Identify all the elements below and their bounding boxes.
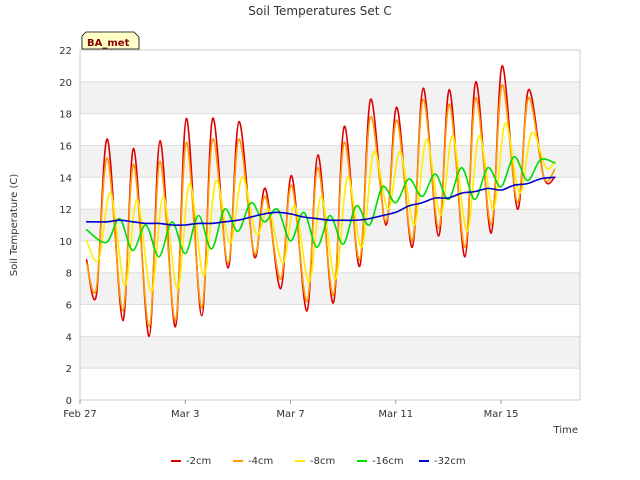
x-tick-label: Feb 27 [63, 409, 97, 420]
x-tick-label: Mar 3 [171, 409, 199, 420]
legend-label: -2cm [186, 456, 211, 467]
badge-shape [81, 31, 140, 50]
legend-label: -8cm [310, 456, 335, 467]
y-tick-label: 16 [59, 141, 72, 152]
x-tick-label: Mar 7 [276, 409, 304, 420]
plot-frame [79, 49, 581, 401]
x-axis-ticks: Feb 27 Mar 3 Mar 7 Mar 11 Mar 15 [63, 400, 518, 420]
y-axis-title: Soil Temperature (C) [9, 174, 20, 277]
y-tick-label: 8 [66, 269, 72, 280]
x-axis-title: Time [553, 425, 578, 436]
series-line-8cmcm [85, 122, 556, 293]
grid-band [80, 336, 580, 369]
legend-label: -32cm [434, 456, 466, 467]
grid-band [80, 81, 580, 114]
x-tick-label: Mar 11 [378, 409, 413, 420]
y-tick-label: 2 [66, 364, 72, 375]
y-tick-label: 0 [66, 396, 72, 407]
y-tick-label: 10 [59, 237, 72, 248]
y-tick-label: 20 [59, 78, 72, 89]
series-lines [85, 65, 556, 338]
y-tick-label: 6 [66, 301, 72, 312]
legend: -2cm -4cm -8cm -16cm -32cm [171, 456, 466, 467]
grid-band [80, 145, 580, 178]
grid-band [80, 209, 580, 241]
legend-label: -16cm [372, 456, 404, 467]
x-tick-label: Mar 15 [484, 409, 519, 420]
series-line-16cmcm [85, 155, 556, 258]
y-tick-label: 14 [59, 173, 72, 184]
y-tick-label: 4 [66, 332, 72, 343]
series-line-4cmcm [85, 84, 556, 328]
chart-title: Soil Temperatures Set C [248, 4, 391, 18]
y-axis-ticks: 0 2 4 6 8 10 12 14 16 18 20 22 [59, 46, 72, 407]
y-tick-label: 18 [59, 110, 72, 121]
y-tick-label: 12 [59, 205, 72, 216]
badge-label: BA_met [87, 38, 130, 49]
legend-label: -4cm [248, 456, 273, 467]
series-line-32cmcm [85, 176, 556, 227]
y-tick-label: 22 [59, 46, 72, 57]
station-badge: BA_met [81, 31, 140, 50]
